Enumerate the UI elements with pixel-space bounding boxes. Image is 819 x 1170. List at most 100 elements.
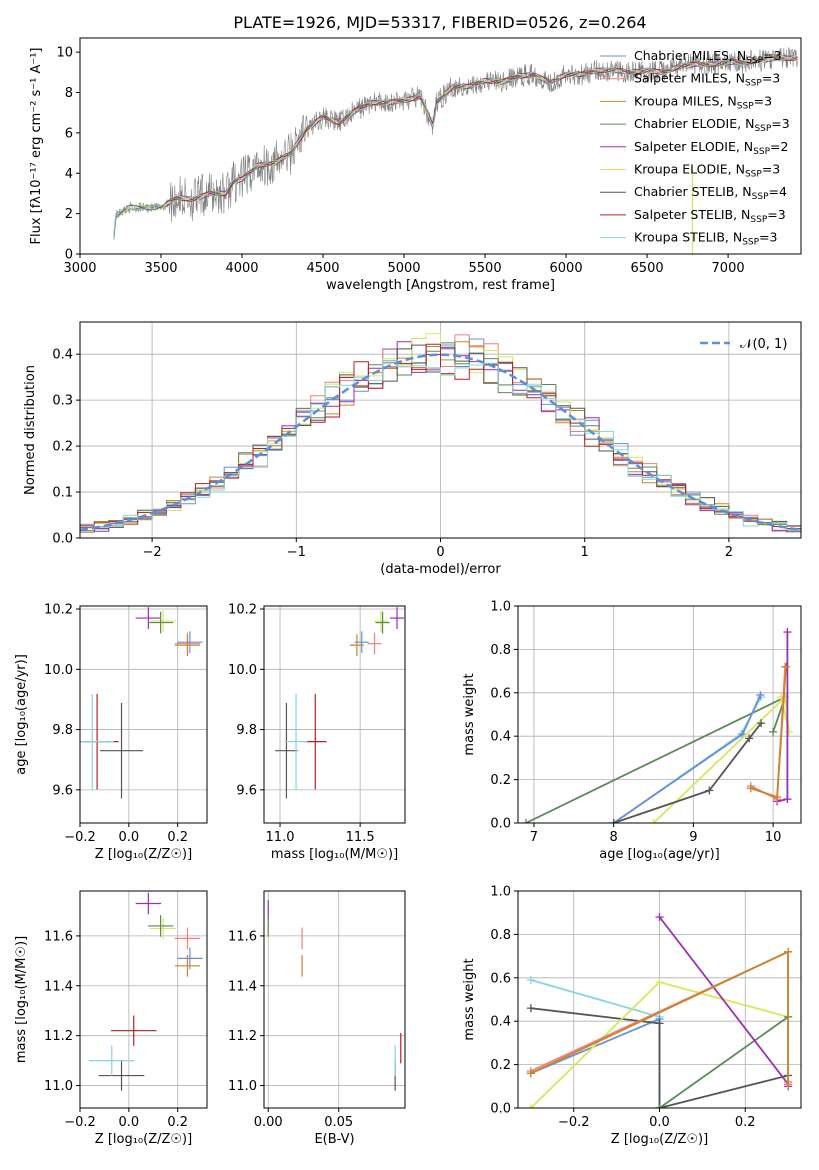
y-tick-label: 8 bbox=[65, 86, 73, 101]
histogram-8 bbox=[80, 343, 801, 533]
y-tick-label: 0.2 bbox=[52, 440, 73, 455]
y-tick-label: 0.1 bbox=[52, 486, 73, 501]
y-tick-label: 9.6 bbox=[236, 783, 257, 798]
weight-line-1 bbox=[525, 695, 787, 823]
x-axis-label: age [log₁₀(age/yr)] bbox=[599, 847, 720, 862]
axes-frame bbox=[79, 37, 802, 255]
weight-line-4 bbox=[652, 695, 790, 823]
x-axis-label: mass [log₁₀(M/M☉)] bbox=[271, 847, 398, 862]
x-axis-label: Z [log₁₀(Z/Z☉)] bbox=[95, 847, 192, 862]
model-line-9 bbox=[113, 55, 797, 234]
x-tick-label: −1 bbox=[287, 545, 306, 560]
y-tick-label: 4 bbox=[65, 167, 73, 182]
weight-line-8 bbox=[750, 666, 787, 799]
y-tick-label: 10.0 bbox=[228, 663, 257, 678]
y-tick-label: 0.6 bbox=[490, 971, 511, 986]
x-axis-label: Z [log₁₀(Z/Z☉)] bbox=[611, 1132, 708, 1147]
x-tick-label: 1 bbox=[581, 545, 589, 560]
panel-5: 7 8 9 10 0.0 0.2 0.4 0.6 0.8 1.0 age [log₁₀(age/yr… bbox=[462, 600, 802, 862]
y-tick-label: 11.0 bbox=[44, 1079, 73, 1094]
x-tick-label: −0.2 bbox=[558, 1115, 590, 1130]
y-axis-label: age [log₁₀(age/yr)] bbox=[14, 654, 29, 775]
x-tick-label: 0 bbox=[436, 545, 444, 560]
x-axis-label: Z [log₁₀(Z/Z☉)] bbox=[95, 1132, 192, 1147]
panel-7: 0.00 0.05 11.0 11.2 11.4 11.6 E(B-V) bbox=[228, 890, 406, 1147]
y-tick-label: 10.0 bbox=[44, 663, 73, 678]
panel-8: −0.2 0.0 0.2 0.0 0.2 0.4 0.6 0.8 1.0 Z [log₁₀(Z/Z… bbox=[462, 885, 802, 1147]
legend-entry: Salpeter STELIB, NSSP=3 bbox=[634, 207, 786, 225]
y-axis-label: mass [log₁₀(M/M☉)] bbox=[14, 936, 29, 1063]
gaussian-curve bbox=[80, 353, 801, 532]
panel-1: 3000 3500 4000 4500 5000 5500 6000 6500 7000 0 2 4 6… bbox=[29, 37, 802, 293]
x-axis-label: E(B-V) bbox=[314, 1132, 354, 1147]
axes-frame bbox=[79, 605, 208, 824]
y-tick-label: 10 bbox=[56, 46, 73, 61]
model-line-7 bbox=[113, 55, 797, 238]
weight-line-3 bbox=[530, 1007, 789, 1108]
x-tick-label: 0.0 bbox=[119, 830, 140, 845]
axes-frame bbox=[79, 890, 208, 1109]
x-tick-label: 7000 bbox=[712, 261, 745, 276]
axes-frame bbox=[263, 890, 406, 1109]
y-tick-label: 1.0 bbox=[490, 600, 511, 615]
y-tick-label: 0.0 bbox=[490, 1102, 511, 1117]
y-tick-label: 0.3 bbox=[52, 394, 73, 409]
y-tick-label: 11.4 bbox=[228, 979, 257, 994]
y-tick-label: 0.4 bbox=[490, 730, 511, 745]
legend-entry: 𝒩(0, 1) bbox=[740, 337, 787, 352]
y-tick-label: 0.6 bbox=[490, 686, 511, 701]
x-tick-label: 0.0 bbox=[649, 1115, 670, 1130]
y-tick-label: 10.2 bbox=[228, 603, 257, 618]
x-tick-label: 4000 bbox=[225, 261, 258, 276]
legend-entry: Salpeter ELODIE, NSSP=2 bbox=[634, 139, 788, 157]
plot-area bbox=[88, 892, 203, 1091]
x-tick-label: −0.2 bbox=[64, 1115, 96, 1130]
x-tick-label: 0.2 bbox=[735, 1115, 756, 1130]
y-tick-label: 9.8 bbox=[52, 723, 73, 738]
x-tick-label: −0.2 bbox=[64, 830, 96, 845]
legend-entry: Chabrier MILES, NSSP=3 bbox=[634, 48, 782, 66]
x-tick-label: −2 bbox=[143, 545, 162, 560]
x-tick-label: 0.2 bbox=[167, 1115, 188, 1130]
y-tick-label: 0.8 bbox=[490, 643, 511, 658]
plot-area bbox=[267, 900, 402, 1091]
x-axis-label: (data-model)/error bbox=[380, 562, 501, 577]
x-tick-label: 4500 bbox=[306, 261, 339, 276]
weight-line-5 bbox=[658, 1016, 789, 1108]
y-tick-label: 9.8 bbox=[236, 723, 257, 738]
axes-frame bbox=[517, 605, 802, 824]
legend: Chabrier MILES, NSSP=3 Salpeter MILES, NS… bbox=[600, 48, 790, 248]
y-tick-label: 11.4 bbox=[44, 979, 73, 994]
legend-entry: Chabrier STELIB, NSSP=4 bbox=[634, 184, 787, 202]
y-tick-label: 11.2 bbox=[44, 1029, 73, 1044]
x-tick-label: 9 bbox=[689, 830, 697, 845]
y-tick-label: 6 bbox=[65, 126, 73, 141]
panel-2: −2 −1 0 1 2 0.0 0.1 0.2 0.3 0.4 (data-model)/error… bbox=[23, 321, 802, 577]
plot-area bbox=[80, 607, 203, 799]
legend-entry: Chabrier ELODIE, NSSP=3 bbox=[634, 116, 790, 134]
y-tick-label: 1.0 bbox=[490, 885, 511, 900]
x-tick-label: 2 bbox=[725, 545, 733, 560]
spectrum-data-line bbox=[113, 47, 798, 240]
weight-line-3 bbox=[613, 694, 762, 823]
x-tick-label: 0.0 bbox=[119, 1115, 140, 1130]
x-tick-label: 8 bbox=[610, 830, 618, 845]
x-tick-label: 5000 bbox=[387, 261, 420, 276]
x-tick-label: 10 bbox=[765, 830, 782, 845]
y-tick-label: 0.2 bbox=[490, 1058, 511, 1073]
x-tick-label: 0.2 bbox=[167, 830, 188, 845]
y-tick-label: 0.8 bbox=[490, 928, 511, 943]
y-tick-label: 11.6 bbox=[44, 929, 73, 944]
y-tick-label: 9.6 bbox=[52, 783, 73, 798]
x-tick-label: 7 bbox=[530, 830, 538, 845]
legend-entry: Kroupa ELODIE, NSSP=3 bbox=[634, 162, 780, 180]
x-tick-label: 11.0 bbox=[266, 830, 295, 845]
weight-line-2 bbox=[613, 696, 762, 823]
plot-area bbox=[275, 607, 405, 799]
chart-title: PLATE=1926, MJD=53317, FIBERID=0526, z=0… bbox=[233, 13, 646, 32]
y-tick-label: 0.2 bbox=[490, 773, 511, 788]
y-tick-label: 10.2 bbox=[44, 603, 73, 618]
x-tick-label: 0.00 bbox=[254, 1115, 283, 1130]
y-axis-label: Normed distribution bbox=[23, 365, 38, 495]
